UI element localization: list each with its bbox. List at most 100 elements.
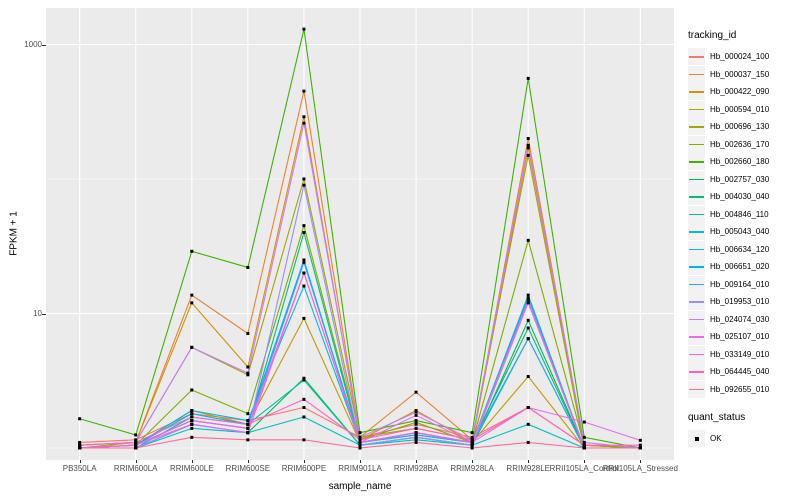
line-swatch-icon: [688, 48, 705, 66]
data-point: [302, 260, 306, 264]
legend-item-label: Hb_000696_130: [710, 122, 770, 132]
y-tick-mark: [42, 313, 46, 315]
data-point: [190, 415, 194, 419]
data-point: [414, 420, 418, 424]
line-swatch-icon: [688, 345, 705, 363]
data-point: [582, 440, 586, 444]
data-point: [526, 298, 530, 302]
x-tick-mark: [247, 460, 249, 463]
data-point: [414, 433, 418, 437]
data-point: [526, 146, 530, 150]
legend-item: Hb_000422_090: [688, 83, 798, 101]
data-point: [358, 446, 362, 450]
data-point: [246, 371, 250, 375]
data-point: [526, 293, 530, 297]
data-point: [190, 409, 194, 413]
line-swatch-color: [689, 301, 704, 303]
data-point: [526, 440, 530, 444]
line-swatch-icon: [688, 240, 705, 258]
line-swatch-color: [689, 231, 704, 233]
line-swatch-color: [689, 283, 704, 286]
data-point: [134, 446, 138, 450]
data-point: [246, 373, 250, 377]
legend-item: Hb_000594_010: [688, 100, 798, 119]
legend-item-label: Hb_019953_010: [710, 297, 770, 307]
data-point: [526, 406, 530, 410]
data-point: [302, 376, 306, 380]
legend-item: Hb_000037_150: [688, 65, 798, 84]
data-point: [302, 406, 306, 410]
line-swatch-icon: [688, 363, 705, 381]
x-tick-mark: [360, 460, 361, 463]
data-point: [78, 417, 82, 421]
data-point: [190, 419, 194, 423]
data-point: [134, 443, 138, 447]
line-swatch-icon: [688, 293, 705, 311]
line-swatch-color: [689, 178, 704, 181]
legend-items-tracking-id: Hb_000024_100 Hb_000037_150 Hb_000422_090 H…: [688, 48, 798, 398]
legend-item: Hb_002636_170: [688, 135, 798, 154]
legend-item: Hb_025107_010: [688, 328, 798, 346]
legend-item-label: OK: [710, 434, 722, 444]
data-point: [582, 420, 586, 424]
line-swatch-icon: [688, 205, 705, 223]
legend-item-label: Hb_033149_010: [710, 349, 770, 359]
line-swatch-icon: [688, 153, 705, 171]
data-point: [246, 438, 250, 442]
data-point: [190, 301, 194, 305]
data-point: [470, 435, 474, 439]
data-point: [470, 431, 474, 435]
legend-item: Hb_000696_130: [688, 118, 798, 136]
legend-item: Hb_006651_020: [688, 258, 798, 276]
line-swatch-icon: [688, 188, 705, 206]
x-tick-label: RRII105LA_Stressed: [602, 464, 678, 473]
data-point: [414, 438, 418, 442]
data-point: [302, 438, 306, 442]
data-point: [638, 438, 642, 442]
x-tick-label: RRIM901LA: [338, 464, 382, 473]
data-point: [470, 438, 474, 442]
legend-item: Hb_033149_010: [688, 345, 798, 364]
data-point: [302, 316, 306, 320]
legend-item: Hb_024074_030: [688, 310, 798, 329]
x-tick-label: RRII105LA_Control: [549, 464, 619, 473]
x-tick-label: RRIM928LE: [506, 464, 550, 473]
line-swatch-color: [689, 266, 704, 268]
line-swatch-color: [689, 248, 704, 251]
data-point: [526, 301, 530, 305]
data-point: [302, 89, 306, 93]
x-tick-mark: [584, 460, 586, 463]
legend-item: Hb_064445_040: [688, 363, 798, 381]
data-point: [246, 426, 250, 430]
data-point: [246, 332, 250, 336]
data-point: [414, 422, 418, 426]
line-swatch-color: [689, 213, 704, 216]
data-point: [190, 426, 194, 430]
legend-item: Hb_000024_100: [688, 48, 798, 66]
line-swatch-icon: [688, 118, 705, 136]
data-point: [582, 446, 586, 450]
data-point: [526, 238, 530, 242]
point-swatch-icon: [694, 436, 699, 441]
line-swatch-color: [689, 388, 704, 391]
data-point: [414, 440, 418, 444]
data-point: [302, 115, 306, 119]
line-swatch-color: [689, 336, 704, 338]
data-point: [414, 390, 418, 394]
data-point: [302, 415, 306, 419]
data-point: [470, 440, 474, 444]
data-point: [302, 183, 306, 187]
data-point: [526, 318, 530, 322]
legend-item-label: Hb_009164_010: [710, 279, 770, 289]
data-point: [470, 446, 474, 450]
data-point: [582, 443, 586, 447]
data-point: [302, 224, 306, 228]
line-swatch-icon: [688, 223, 705, 241]
legend-item: Hb_009164_010: [688, 275, 798, 294]
legend-item-label: Hb_006651_020: [710, 262, 770, 272]
data-point: [302, 121, 306, 125]
line-swatch-icon: [688, 65, 705, 83]
line-swatch-color: [689, 108, 704, 111]
data-point: [246, 365, 250, 369]
legend-item-label: Hb_064445_040: [710, 367, 770, 377]
